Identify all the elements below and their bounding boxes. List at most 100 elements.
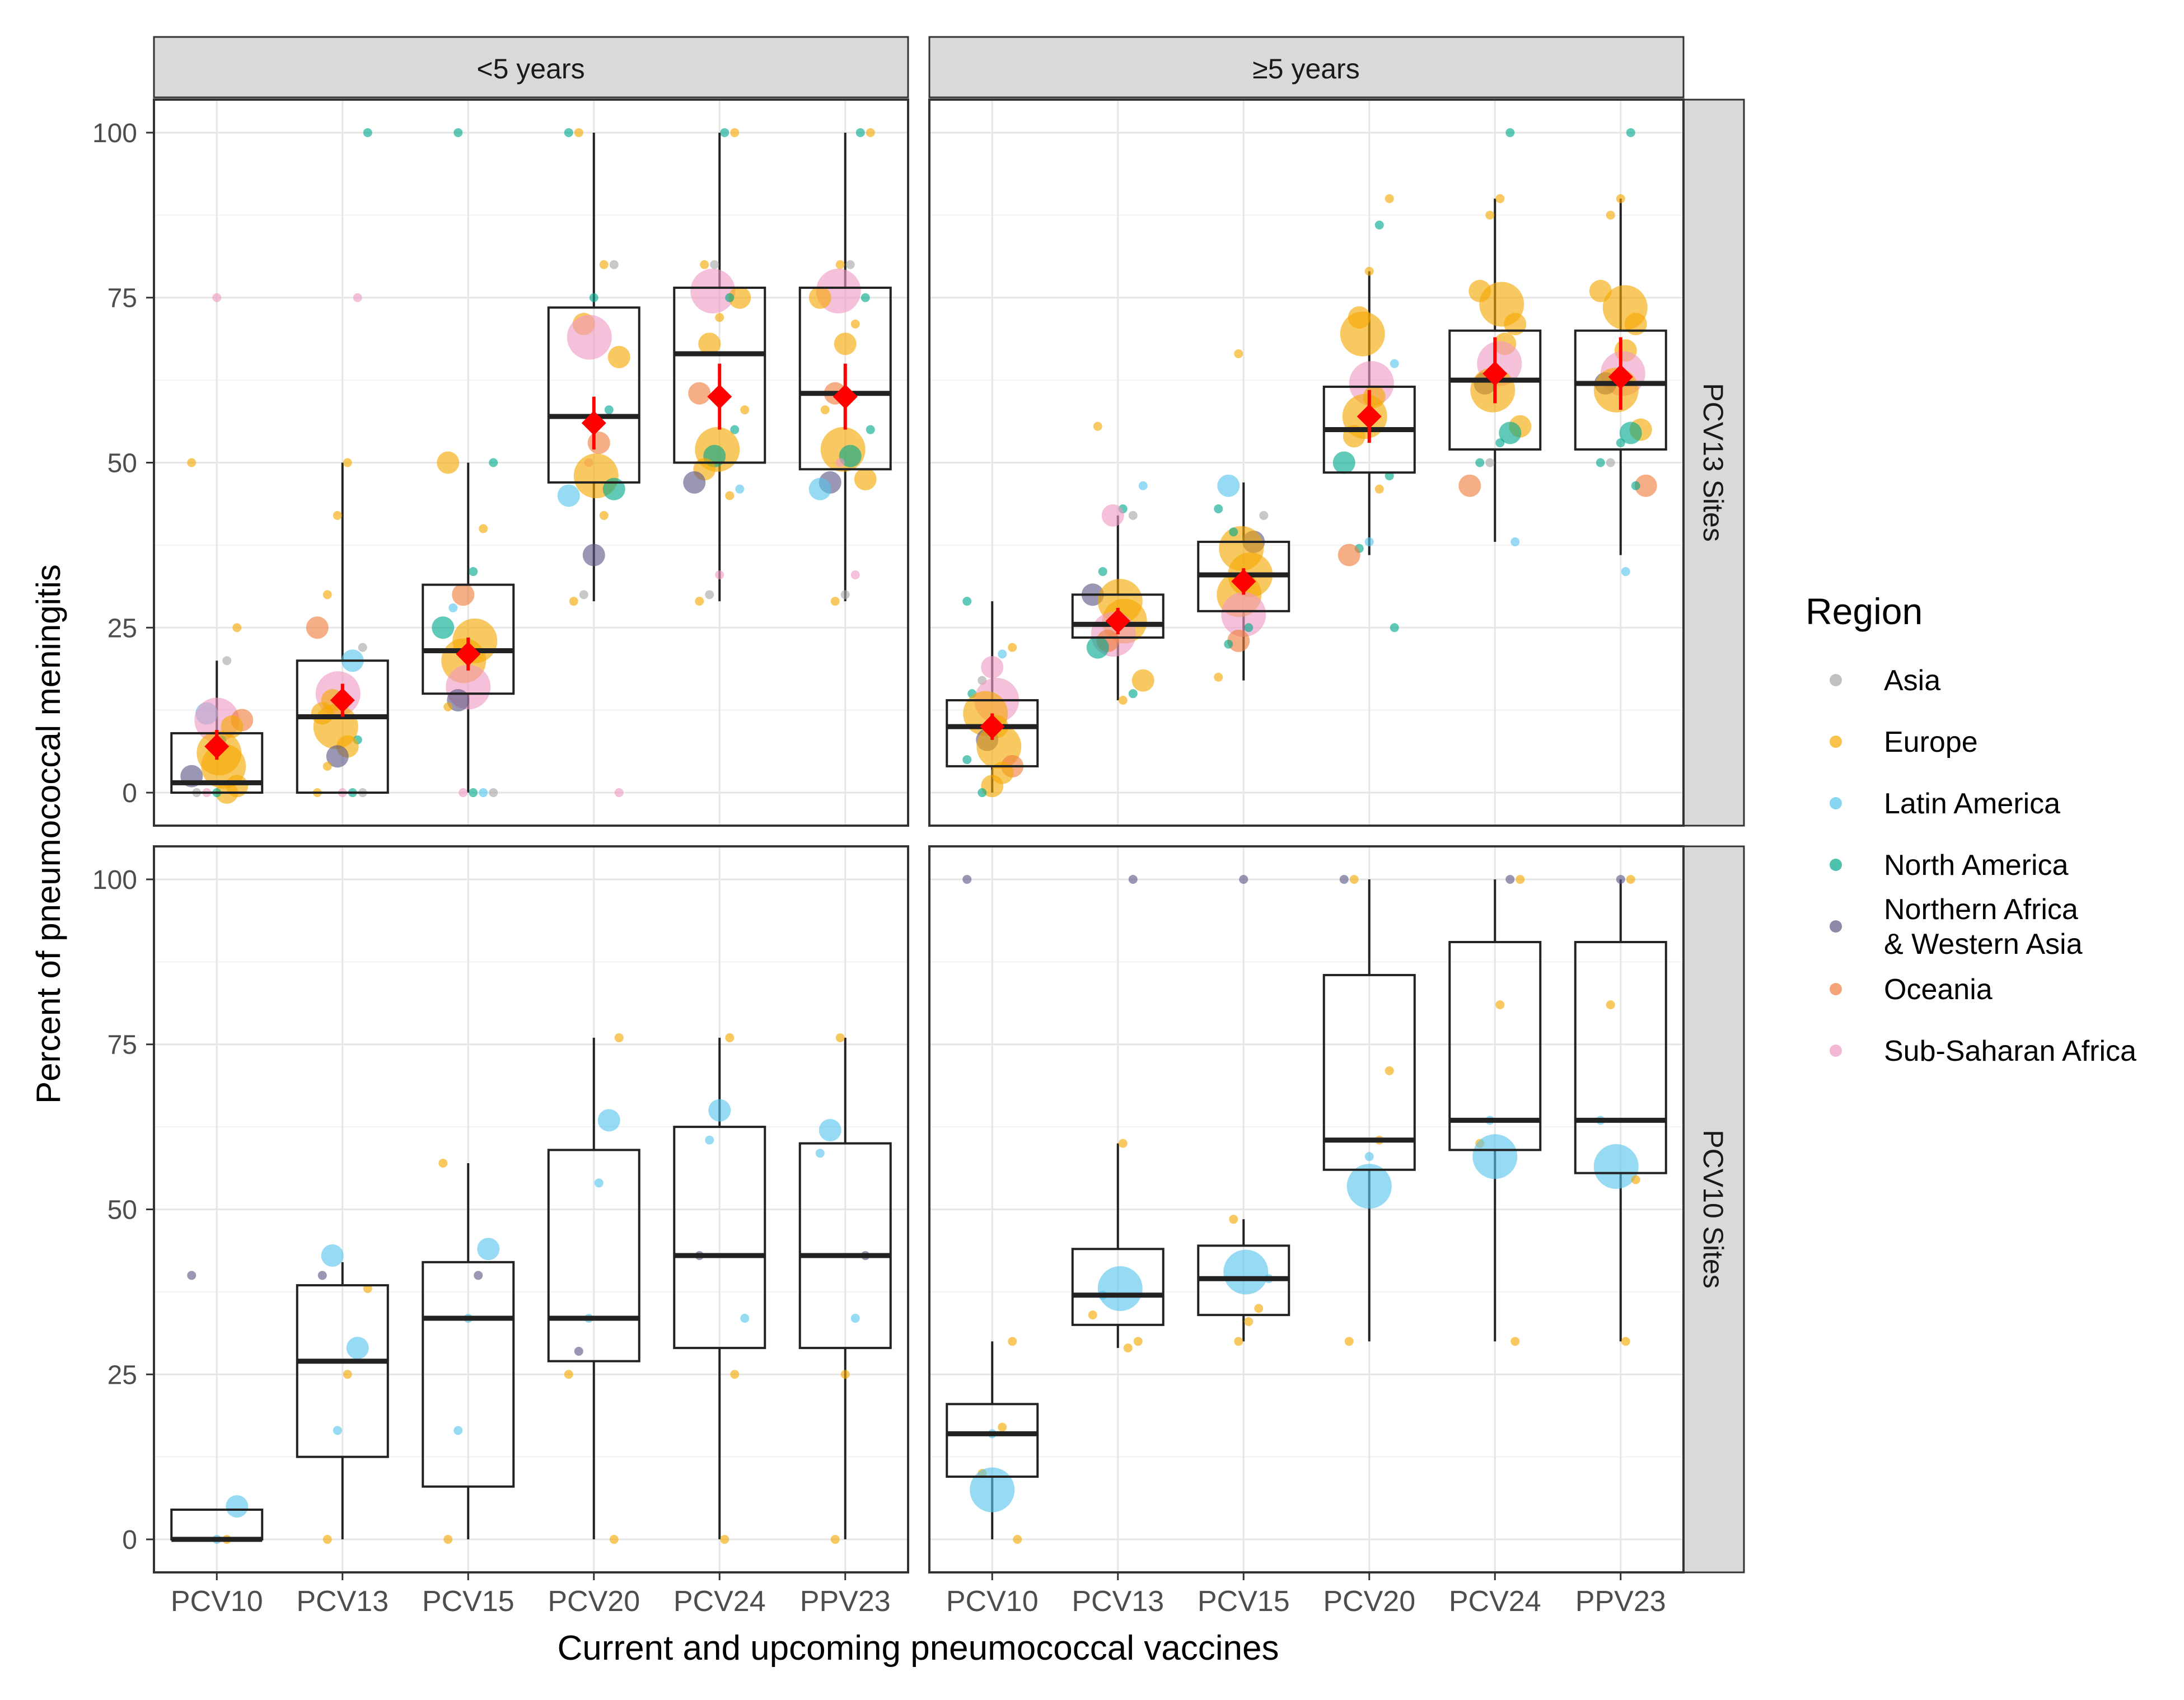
point-asia (609, 260, 619, 269)
point-europe (443, 702, 453, 711)
point-europe (438, 1158, 448, 1168)
point-latin-america (970, 1467, 1015, 1512)
point-latin-america (850, 1314, 860, 1323)
box-pcv24 (1448, 329, 1542, 451)
strip-label-pcv13-sites: PCV13 Sites (1697, 383, 1729, 541)
x-tick-label-ppv23: PPV23 (1575, 1585, 1666, 1618)
point-north-america (1499, 422, 1522, 444)
box-pcv20 (1322, 973, 1416, 1171)
point-latin-america (1510, 537, 1520, 546)
legend-key-northern-africa-western-asia (1830, 920, 1842, 933)
point-latin-america (708, 1099, 731, 1122)
point-europe (187, 458, 197, 467)
point-europe (866, 128, 875, 137)
panel-pcv10-under-5 (146, 845, 909, 1580)
point-europe (1234, 349, 1243, 358)
point-europe (1214, 672, 1223, 682)
point-northern-africa-western-asia (326, 745, 349, 768)
point-europe (1510, 1337, 1520, 1346)
point-latin-america (740, 1314, 750, 1323)
mean-marker-pcv13 (330, 687, 355, 713)
box-ppv23 (1574, 940, 1667, 1174)
point-europe (1606, 1000, 1615, 1009)
point-north-america (469, 788, 478, 798)
point-northern-africa-western-asia (317, 1271, 327, 1280)
point-europe (728, 286, 751, 309)
box-pcv24 (673, 287, 766, 464)
point-latin-america (808, 477, 831, 500)
point-latin-america (597, 1109, 620, 1132)
point-north-america (730, 425, 740, 434)
point-latin-america (1217, 474, 1240, 497)
strip-row-1: PCV10 Sites (1682, 845, 1745, 1573)
point-north-america (720, 128, 729, 137)
point-europe (1616, 194, 1625, 203)
point-europe (1008, 1337, 1017, 1346)
box-pcv10 (946, 1403, 1039, 1478)
panel-border (928, 99, 1685, 827)
x-tick-label-pcv10: PCV10 (946, 1585, 1039, 1618)
x-axis-title: Current and upcoming pneumococcal vaccin… (558, 1629, 1279, 1668)
point-europe (1131, 669, 1154, 692)
point-europe (835, 1033, 845, 1042)
point-north-america (1495, 438, 1505, 448)
point-north-america (1596, 458, 1605, 467)
point-northern-africa-western-asia (574, 1347, 583, 1356)
legend-item-europe: Europe (1830, 726, 1978, 758)
legend: Region Asia Europe Latin America North Amer… (1806, 591, 2136, 1067)
point-asia (840, 590, 850, 600)
point-europe (835, 260, 845, 269)
legend-label: Northern Africa (1884, 893, 2078, 926)
point-north-america (1332, 451, 1355, 474)
y-tick-label: 100 (92, 865, 137, 895)
mean-marker-pcv15 (456, 641, 481, 667)
point-europe (343, 458, 352, 467)
point-latin-america (1138, 481, 1148, 490)
y-tick-label: 25 (107, 1360, 137, 1390)
point-europe (1349, 874, 1359, 884)
strip-label-under-5: <5 years (476, 53, 584, 85)
point-north-america (489, 458, 498, 467)
point-latin-america (735, 484, 745, 494)
point-latin-america (815, 1149, 825, 1158)
point-oceania (1634, 474, 1657, 497)
y-tick-label: 0 (122, 1525, 137, 1555)
point-europe (854, 467, 877, 490)
point-latin-america (333, 1426, 342, 1435)
point-northern-africa-western-asia (187, 1271, 197, 1280)
point-europe (1374, 484, 1384, 494)
point-north-america (589, 293, 598, 302)
box-pcv15 (422, 1261, 515, 1488)
point-north-america (962, 755, 972, 765)
point-sub-saharan-africa (690, 268, 736, 313)
point-europe (1254, 1304, 1264, 1313)
box-pcv13 (296, 659, 389, 794)
point-europe (840, 1370, 850, 1379)
point-sub-saharan-africa (614, 788, 624, 798)
mean-marker-ppv23 (833, 384, 858, 409)
y-tick-label: 50 (107, 449, 137, 479)
point-asia (710, 260, 719, 269)
legend-label: North America (1884, 849, 2069, 882)
point-latin-america (705, 1135, 714, 1145)
point-north-america (855, 128, 865, 137)
point-northern-africa-western-asia (962, 874, 972, 884)
strip-row-0: PCV13 Sites (1682, 99, 1745, 827)
legend-key-sub-saharan-africa (1830, 1045, 1842, 1057)
point-europe (599, 260, 609, 269)
point-north-america (1128, 689, 1138, 699)
point-north-america (1619, 422, 1642, 444)
strip-label-5-plus: ≥5 years (1252, 53, 1359, 85)
legend-item-latin-america: Latin America (1830, 788, 2060, 820)
point-europe (607, 345, 630, 368)
box-pcv15 (422, 583, 515, 695)
point-north-america (1626, 128, 1635, 137)
point-europe (569, 597, 578, 606)
point-europe (599, 511, 609, 520)
point-europe (609, 1535, 619, 1544)
point-europe (333, 511, 342, 520)
point-europe (1093, 422, 1102, 431)
box-pcv10 (946, 699, 1039, 767)
legend-label: Oceania (1884, 973, 1993, 1006)
box-ppv23 (798, 1142, 892, 1350)
